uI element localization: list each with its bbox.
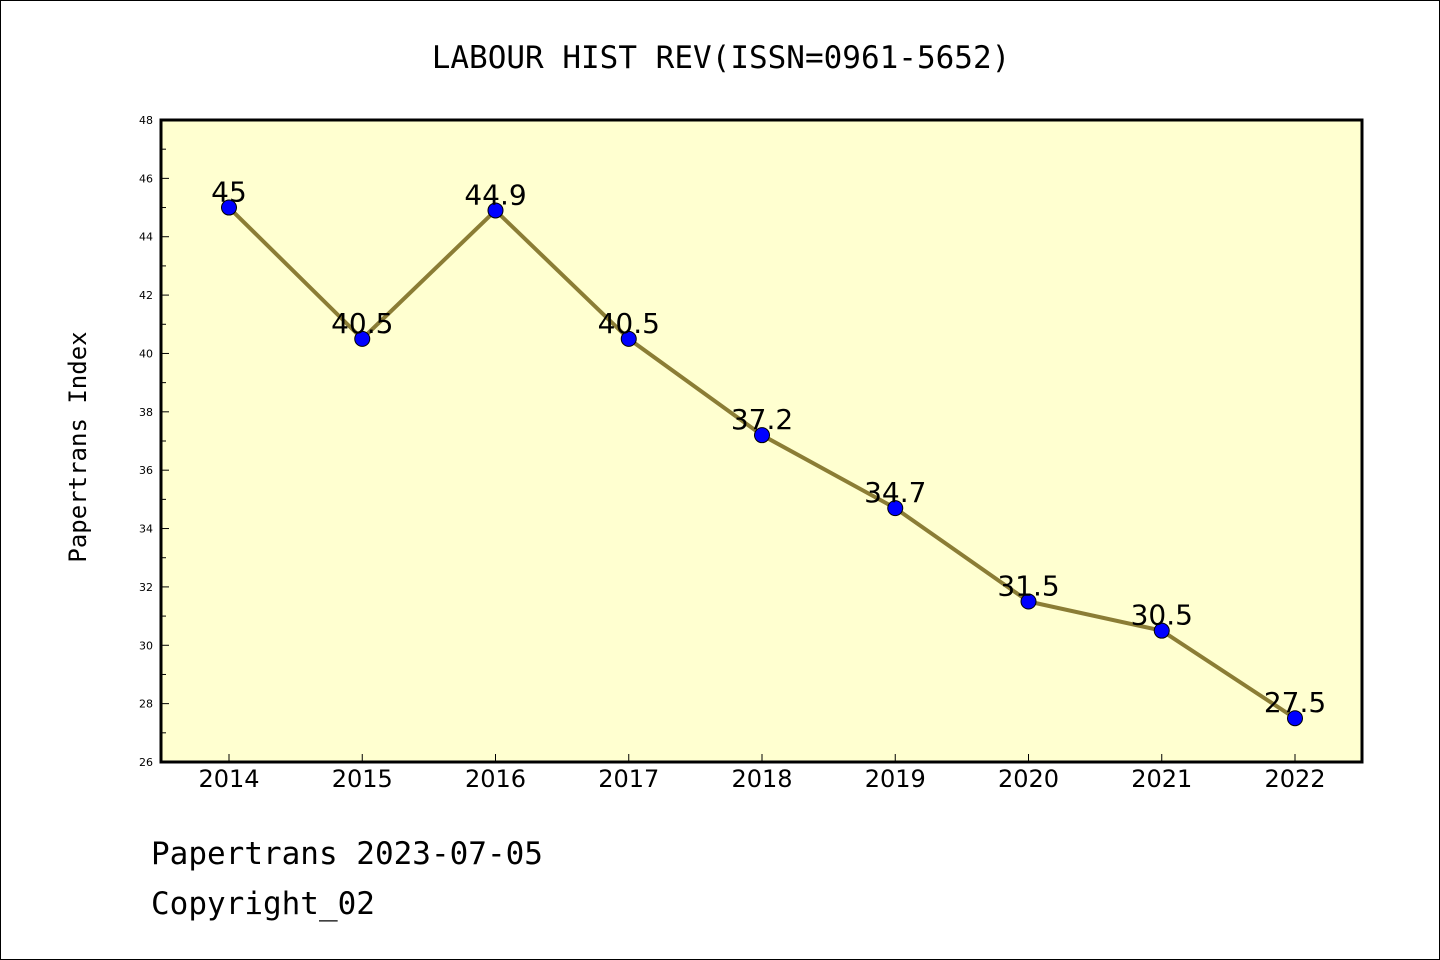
chart-title: LABOUR HIST REV(ISSN=0961-5652)	[432, 40, 1011, 76]
y-tick-label: 34	[139, 523, 153, 536]
data-label: 34.7	[864, 476, 926, 509]
data-point	[221, 199, 237, 216]
x-tick-label: 2019	[865, 765, 926, 793]
x-tick-label: 2017	[598, 765, 659, 793]
data-labels: 45 40.5 44.9 40.5 37.2 34.7 31.5 30.5 27.5	[211, 176, 1326, 720]
y-tick-label: 32	[139, 581, 153, 594]
data-label: 40.5	[331, 307, 393, 340]
y-axis-ticks: 26 28 30 32 34 36 38 40 42 44 46 48	[139, 114, 169, 769]
data-label: 31.5	[997, 570, 1059, 603]
data-point	[620, 330, 637, 347]
x-tick-label: 2020	[998, 765, 1059, 793]
data-points	[221, 199, 1303, 727]
y-tick-label: 42	[139, 289, 153, 302]
data-label: 45	[211, 176, 247, 209]
footer-copyright: Copyright_02	[151, 886, 375, 922]
x-tick-label: 2021	[1131, 765, 1192, 793]
y-tick-label: 30	[139, 639, 153, 652]
data-label: 40.5	[598, 307, 660, 340]
y-tick-label: 48	[139, 114, 153, 127]
data-label: 44.9	[464, 178, 526, 211]
y-tick-label: 26	[139, 756, 153, 769]
y-tick-label: 36	[139, 464, 153, 477]
data-point	[354, 330, 371, 347]
y-tick-label: 44	[139, 231, 153, 244]
y-axis-label: Papertrans Index	[64, 331, 92, 562]
x-tick-label: 2015	[332, 765, 393, 793]
data-point	[1153, 622, 1170, 639]
data-point	[1287, 710, 1303, 727]
y-tick-label: 28	[139, 698, 153, 711]
data-point	[887, 500, 904, 517]
x-tick-label: 2016	[465, 765, 526, 793]
data-label: 27.5	[1264, 686, 1326, 719]
y-tick-label: 46	[139, 172, 153, 185]
data-point	[487, 202, 504, 219]
y-tick-label: 38	[139, 406, 153, 419]
data-point	[1020, 593, 1037, 610]
y-tick-label: 40	[139, 347, 153, 360]
x-tick-label: 2014	[198, 765, 259, 793]
data-label: 37.2	[731, 403, 793, 436]
x-axis-ticks: 2014 2015 2016 2017 2018 2019 2020 2021 2022	[198, 754, 1326, 793]
data-point	[754, 427, 770, 444]
data-label: 30.5	[1131, 599, 1193, 632]
x-tick-label: 2022	[1264, 765, 1325, 793]
x-tick-label: 2018	[731, 765, 792, 793]
footer-date: Papertrans 2023-07-05	[151, 836, 543, 872]
